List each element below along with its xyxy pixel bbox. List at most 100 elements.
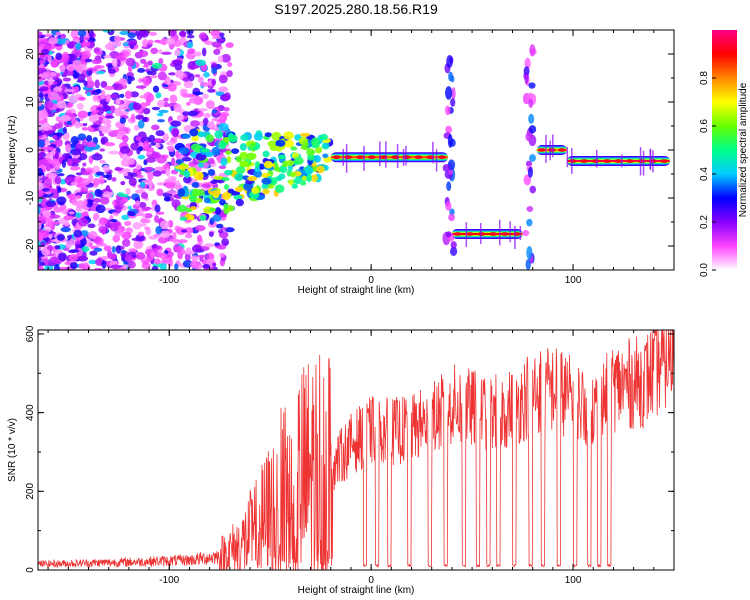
transition-blob (260, 172, 271, 178)
noise-blob (155, 92, 162, 99)
noise-blob (163, 196, 171, 202)
noise-blob (137, 231, 145, 237)
transition-blob (322, 141, 330, 149)
noise-blob (57, 266, 68, 270)
y-tick-label: -20 (25, 238, 36, 253)
noise-blob (199, 246, 210, 251)
transition-blob (262, 150, 270, 158)
noise-blob (190, 259, 200, 269)
noise-blob (135, 85, 147, 89)
noise-blob (67, 66, 74, 72)
transition-blob (270, 177, 278, 186)
noise-blob (44, 100, 54, 109)
noise-blob (41, 48, 50, 55)
noise-blob (121, 238, 131, 247)
transition-blob (197, 162, 204, 168)
noise-blob (168, 72, 177, 76)
noise-blob (66, 158, 73, 167)
track-peak (332, 155, 341, 159)
colorbar-label: Normalized spectral amplitude (738, 82, 749, 217)
noise-blob (186, 41, 194, 49)
transition-blob (214, 130, 224, 139)
transition-blob (263, 160, 273, 169)
noise-blob (142, 76, 147, 82)
noise-blob (153, 233, 162, 237)
transition-blob (285, 160, 295, 166)
noise-blob (46, 245, 54, 251)
noise-blob (72, 59, 83, 69)
noise-blob (128, 248, 137, 253)
gap-smear (528, 113, 535, 124)
transition-blob (225, 150, 232, 155)
noise-blob (109, 223, 119, 232)
noise-blob (55, 38, 67, 45)
noise-blob (100, 95, 106, 100)
noise-blob (131, 237, 142, 242)
transition-blob (261, 182, 269, 190)
noise-blob (92, 109, 100, 114)
noise-blob (121, 231, 132, 240)
transition-blob (224, 169, 233, 176)
noise-blob (55, 52, 63, 60)
noise-blob (166, 190, 178, 194)
gap-smear (442, 164, 451, 172)
noise-blob (57, 91, 64, 96)
noise-blob (39, 86, 49, 92)
transition-blob (178, 147, 190, 154)
noise-blob (85, 192, 94, 200)
noise-blob (138, 201, 147, 209)
noise-blob (219, 113, 227, 123)
transition-blob (210, 190, 221, 196)
noise-blob (98, 175, 105, 185)
transition-blob (306, 173, 312, 183)
noise-blob (139, 181, 146, 188)
gap-smear (450, 246, 458, 257)
noise-blob (84, 80, 95, 89)
noise-blob (104, 142, 116, 147)
noise-blob (125, 57, 136, 67)
transition-blob (207, 169, 216, 176)
noise-blob (109, 94, 118, 99)
transition-blob (240, 134, 249, 142)
noise-blob (197, 254, 207, 258)
noise-blob (81, 126, 89, 131)
transition-blob (176, 204, 188, 213)
noise-blob (68, 193, 76, 201)
noise-blob (87, 142, 97, 148)
transition-blob (209, 207, 216, 213)
noise-blob (64, 261, 72, 266)
noise-blob (68, 95, 79, 104)
noise-blob (45, 200, 57, 208)
noise-blob (75, 212, 82, 219)
colorbar-tick-label: 0.2 (699, 215, 710, 229)
noise-blob (77, 255, 89, 262)
spectrogram-x-label: Height of straight line (km) (298, 285, 415, 296)
noise-blob (182, 93, 190, 98)
transition-blob (223, 203, 229, 210)
gap-smear (445, 201, 452, 211)
noise-blob (75, 200, 86, 209)
noise-blob (128, 41, 137, 47)
noise-blob (60, 226, 71, 233)
noise-blob (93, 247, 103, 252)
noise-blob (38, 206, 41, 215)
x-tick-label: -100 (159, 275, 179, 286)
noise-blob (119, 267, 124, 270)
transition-blob (249, 143, 256, 149)
noise-blob (95, 107, 104, 116)
gap-smear (523, 174, 532, 186)
noise-blob (69, 166, 81, 171)
transition-blob (220, 157, 228, 167)
transition-blob (233, 194, 243, 200)
noise-blob (86, 91, 91, 97)
noise-blob (186, 30, 194, 36)
noise-blob (54, 264, 60, 270)
noise-blob (211, 41, 222, 48)
track-peak (547, 148, 556, 152)
noise-blob (194, 74, 201, 78)
noise-blob (163, 97, 169, 102)
noise-blob (204, 40, 214, 46)
noise-blob (118, 103, 129, 111)
noise-blob (155, 245, 162, 250)
